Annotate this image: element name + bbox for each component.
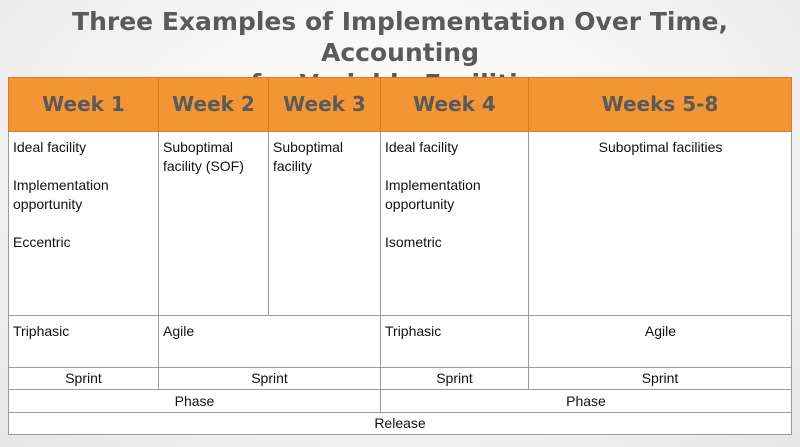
sprint-cell: Sprint — [380, 367, 529, 391]
week4-opportunity-text-1: Implementation — [385, 176, 481, 193]
week2-facility-text-2: facility (SOF) — [163, 157, 244, 174]
sprint-cell: Sprint — [158, 367, 381, 391]
week4-mode-text: Isometric — [385, 233, 442, 250]
header-week-2: Week 2 — [158, 77, 269, 132]
header-week-4: Week 4 — [380, 77, 529, 132]
sprint-row: Sprint Sprint Sprint Sprint — [8, 367, 792, 391]
title-line-1: Three Examples of Implementation Over Ti… — [72, 7, 728, 67]
cell-week4-facility: Ideal facility Implementation opportunit… — [380, 130, 529, 316]
cell-week2-facility: Suboptimal facility (SOF) — [158, 130, 269, 316]
week1-opportunity-text-2: opportunity — [13, 195, 83, 212]
implementation-table: Week 1 Week 2 Week 3 Week 4 Weeks 5-8 Id… — [8, 77, 792, 436]
program-row: Triphasic Agile Triphasic Agile — [8, 314, 792, 369]
cell-weeks5-8-program: Agile — [528, 314, 792, 369]
phase-cell: Phase — [380, 389, 792, 413]
week1-mode-text: Eccentric — [13, 233, 71, 250]
phase-row: Phase Phase — [8, 389, 792, 413]
week4-opportunity-text-2: opportunity — [385, 195, 455, 212]
week1-opportunity-text-1: Implementation — [13, 176, 109, 193]
cell-week2-3-program: Agile — [158, 314, 381, 369]
week3-facility-text-2: facility — [273, 157, 312, 174]
sprint-cell: Sprint — [8, 367, 159, 391]
header-weeks-5-8: Weeks 5-8 — [528, 77, 792, 132]
week3-facility-text-1: Suboptimal — [273, 138, 344, 155]
cell-week4-program: Triphasic — [380, 314, 529, 369]
cell-week1-program: Triphasic — [8, 314, 159, 369]
release-row: Release — [8, 411, 792, 436]
sprint-cell: Sprint — [528, 367, 792, 391]
header-week-3: Week 3 — [268, 77, 381, 132]
week1-facility-text: Ideal facility — [13, 138, 87, 155]
release-cell: Release — [8, 411, 792, 436]
week4-facility-text: Ideal facility — [385, 138, 459, 155]
facility-row: Ideal facility Implementation opportunit… — [8, 130, 792, 316]
week2-facility-text-1: Suboptimal — [163, 138, 234, 155]
phase-cell: Phase — [8, 389, 381, 413]
cell-week1-facility: Ideal facility Implementation opportunit… — [8, 130, 159, 316]
header-row: Week 1 Week 2 Week 3 Week 4 Weeks 5-8 — [8, 77, 792, 132]
cell-week3-facility: Suboptimal facility — [268, 130, 381, 316]
cell-weeks5-8-facility: Suboptimal facilities — [528, 130, 792, 316]
header-week-1: Week 1 — [8, 77, 159, 132]
